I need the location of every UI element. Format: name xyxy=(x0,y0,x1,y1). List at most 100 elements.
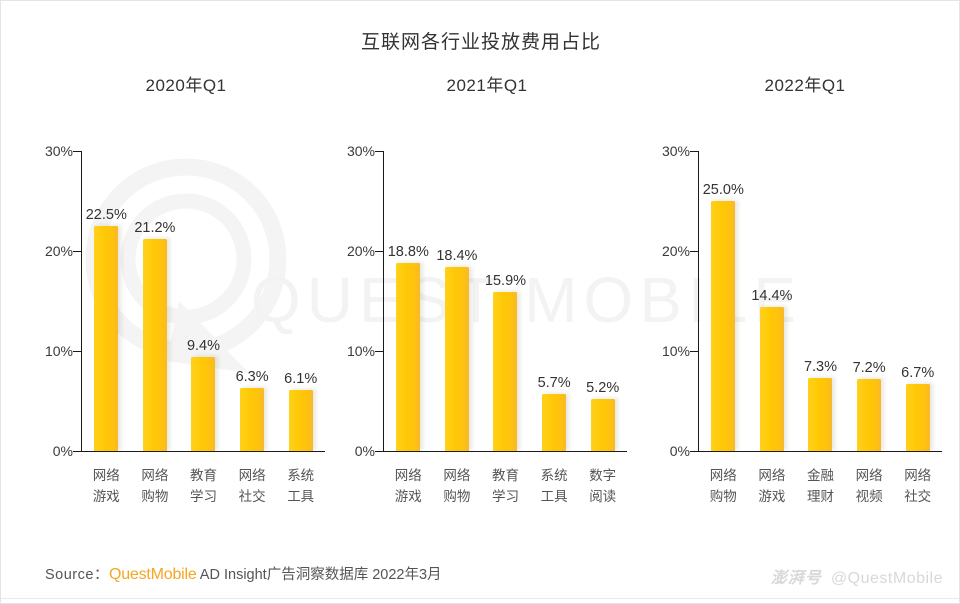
bar[interactable] xyxy=(905,384,930,451)
bar-group-0: 22.5% 21.2% 9.4% 6.3% 6.1% xyxy=(82,151,325,451)
bar[interactable] xyxy=(808,378,833,451)
bar[interactable] xyxy=(857,379,882,451)
y-tick-mark xyxy=(690,151,698,152)
chart-panel-2022q1: 2022年Q1 0% 10% 20% 30% 25.0% 14.4% 7.3% 7.2% 6.… xyxy=(646,61,952,521)
category-label-line: 教育 xyxy=(189,468,217,483)
pengpai-logo-text: 澎湃号 xyxy=(770,570,822,587)
plot-area-0: 0% 10% 20% 30% 22.5% 21.2% 9.4% 6.3% 6.1% xyxy=(29,143,335,461)
bar-value-label: 22.5% xyxy=(85,207,127,223)
bar-group-2: 25.0% 14.4% 7.3% 7.2% 6.7% xyxy=(699,151,942,451)
y-tick-mark xyxy=(375,251,383,252)
bar[interactable] xyxy=(240,388,265,451)
category-label: 系统 工具 xyxy=(276,465,325,507)
y-axis-0: 0% 10% 20% 30% xyxy=(29,143,85,459)
bar-value-label: 5.2% xyxy=(586,380,620,396)
bar-slot: 22.5% xyxy=(82,151,131,451)
category-label-line: 网络 xyxy=(855,468,883,483)
category-label: 网络 视频 xyxy=(845,465,894,507)
category-label: 教育 学习 xyxy=(179,465,228,507)
y-tick-label: 30% xyxy=(661,143,690,159)
y-axis-2: 0% 10% 20% 30% xyxy=(646,143,702,459)
category-label-line: 工具 xyxy=(287,489,315,504)
category-labels-2: 网络 购物 网络 游戏 金融 理财 网络 视频 网络 社交 xyxy=(699,465,942,521)
category-label-line: 阅读 xyxy=(589,489,617,504)
category-label: 网络 购物 xyxy=(433,465,482,507)
category-label: 网络 游戏 xyxy=(748,465,797,507)
bar[interactable] xyxy=(396,263,421,451)
source-label: Source： xyxy=(45,567,109,583)
category-label-line: 网络 xyxy=(92,468,120,483)
chart-subtitle-2: 2022年Q1 xyxy=(764,76,846,95)
bar[interactable] xyxy=(493,292,518,451)
category-label-line: 金融 xyxy=(806,468,834,483)
x-axis-line-0 xyxy=(81,451,325,453)
category-label-line: 数字 xyxy=(589,468,617,483)
category-label-line: 购物 xyxy=(443,489,471,504)
bar[interactable] xyxy=(590,399,615,451)
source-note: Source：QuestMobile AD Insight广告洞察数据库 202… xyxy=(45,563,442,584)
category-label-line: 网络 xyxy=(709,468,737,483)
x-axis-line-2 xyxy=(698,451,942,453)
category-label: 数字 阅读 xyxy=(578,465,627,507)
bar[interactable] xyxy=(542,394,567,451)
bar[interactable] xyxy=(711,201,736,451)
bar-value-label: 25.0% xyxy=(702,182,744,198)
chart-panel-2021q1: 2021年Q1 0% 10% 20% 30% 18.8% 18.4% 15.9% 5.7% 5… xyxy=(331,61,637,521)
category-label-line: 系统 xyxy=(287,468,315,483)
bar[interactable] xyxy=(191,357,216,451)
bar-value-label: 5.7% xyxy=(537,375,571,391)
category-label: 网络 购物 xyxy=(131,465,180,507)
x-axis-line-1 xyxy=(383,451,627,453)
footer: Source：QuestMobile AD Insight广告洞察数据库 202… xyxy=(1,557,959,603)
bar-value-label: 6.7% xyxy=(901,365,935,381)
footer-divider xyxy=(1,598,959,599)
category-label-line: 游戏 xyxy=(92,489,120,504)
source-brand: QuestMobile xyxy=(108,566,197,583)
bar-value-label: 15.9% xyxy=(484,273,527,289)
y-tick-label: 30% xyxy=(346,143,375,159)
bar-value-label: 21.2% xyxy=(134,220,176,236)
bar-value-label: 7.2% xyxy=(852,360,886,376)
category-label: 网络 游戏 xyxy=(82,465,131,507)
bar-slot: 25.0% xyxy=(699,151,748,451)
category-label-line: 社交 xyxy=(904,489,932,504)
category-labels-0: 网络游戏 网络 购物 教育学习 网络 社交 系统工具 xyxy=(82,465,325,521)
plot-area-1: 0% 10% 20% 30% 18.8% 18.4% 15.9% 5.7% 5.2% xyxy=(331,143,637,461)
y-axis-line-0 xyxy=(81,151,83,451)
bar-value-label: 6.1% xyxy=(284,371,318,387)
bar-value-label: 9.4% xyxy=(186,338,221,354)
bar[interactable] xyxy=(759,307,784,451)
bar[interactable] xyxy=(288,390,313,451)
bar-value-label: 14.4% xyxy=(751,288,793,304)
bar[interactable] xyxy=(142,239,167,451)
category-label: 网络 社交 xyxy=(228,465,277,507)
y-tick-mark xyxy=(690,351,698,352)
chart-subtitle-0: 2020年Q1 xyxy=(145,76,227,95)
bar-slot: 6.3% xyxy=(228,151,277,451)
category-label-line: 视频 xyxy=(855,489,883,504)
y-tick-mark xyxy=(375,351,383,352)
y-tick-mark xyxy=(690,251,698,252)
bar-group-1: 18.8% 18.4% 15.9% 5.7% 5.2% xyxy=(384,151,627,451)
category-label: 系统 工具 xyxy=(530,465,579,507)
category-label-line: 教育 xyxy=(491,468,519,483)
category-label-line: 游戏 xyxy=(758,489,786,504)
bar-slot: 5.2% xyxy=(578,151,627,451)
bar-slot: 14.4% xyxy=(748,151,797,451)
category-label-line: 网络 xyxy=(443,468,471,483)
y-tick-mark xyxy=(73,351,81,352)
category-label-line: 网络 xyxy=(238,468,266,483)
y-tick-label: 10% xyxy=(44,343,73,359)
category-label-line: 学习 xyxy=(189,489,217,504)
bar[interactable] xyxy=(94,226,119,451)
y-tick-label: 20% xyxy=(661,243,690,259)
bar-value-label: 18.4% xyxy=(436,248,478,264)
y-tick-mark xyxy=(375,151,383,152)
bar-slot: 5.7% xyxy=(530,151,579,451)
credit-account: @QuestMobile xyxy=(830,570,943,587)
bar[interactable] xyxy=(444,267,469,451)
bar-slot: 7.3% xyxy=(796,151,845,451)
y-tick-label: 20% xyxy=(44,243,73,259)
category-label: 金融 理财 xyxy=(796,465,845,507)
